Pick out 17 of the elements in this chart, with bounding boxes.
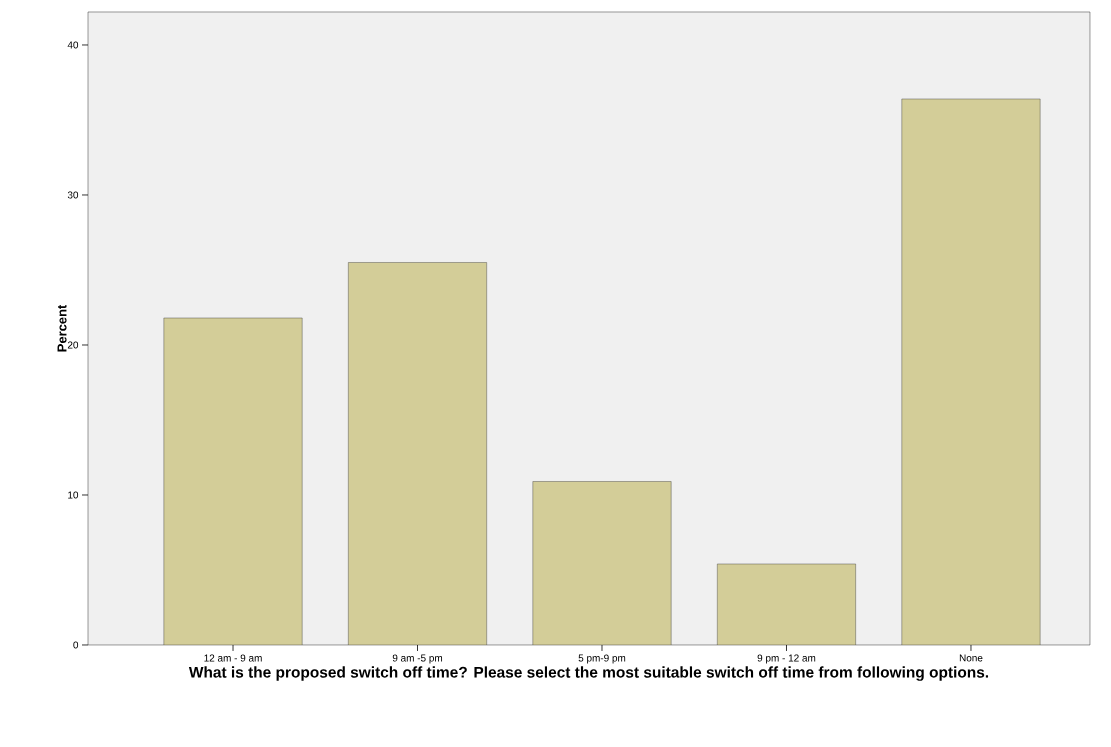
x-tick-label: None bbox=[959, 654, 983, 662]
y-tick-label: 40 bbox=[67, 41, 79, 49]
bar bbox=[901, 98, 1041, 645]
y-tick-label: 30 bbox=[67, 191, 79, 199]
y-tick-label: 0 bbox=[73, 641, 79, 649]
bar bbox=[532, 481, 672, 645]
y-axis-title: Percent bbox=[57, 304, 67, 352]
x-tick-label: 12 am - 9 am bbox=[204, 654, 262, 662]
x-tick-label: 9 pm - 12 am bbox=[757, 654, 816, 664]
x-tick-label: 9 am -5 pm bbox=[392, 654, 443, 664]
x-axis-title: What is the proposed switch off time? Please select the most suitable switch off time from following options. bbox=[188, 666, 989, 681]
y-tick-label: 10 bbox=[68, 491, 79, 499]
y-tick-label: 20 bbox=[67, 341, 79, 349]
bar bbox=[163, 317, 303, 645]
x-tick-label: 5 pm-9 pm bbox=[578, 654, 626, 664]
bar bbox=[717, 563, 856, 645]
bar bbox=[348, 262, 487, 645]
